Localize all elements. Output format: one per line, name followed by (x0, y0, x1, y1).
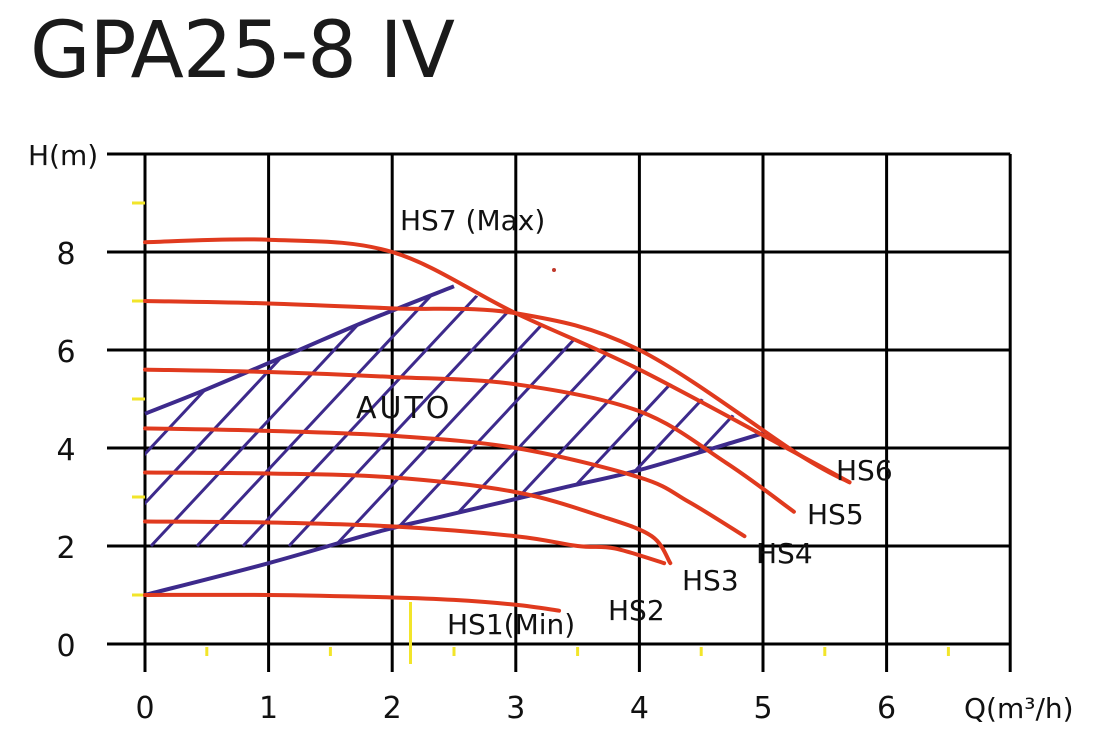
x-axis-title: Q(m³/h) (964, 692, 1074, 725)
x-tick-label: 4 (630, 691, 649, 726)
speed-curves (143, 237, 852, 613)
chart-title: GPA25-8 IV (30, 6, 455, 96)
curve-hs4 (143, 426, 747, 539)
y-tick-label: 4 (56, 433, 75, 468)
y-tick-label: 2 (56, 531, 75, 566)
label-hs6: HS6 (836, 454, 893, 487)
label-hs2: HS2 (608, 594, 665, 627)
x-tick-label: 2 (383, 691, 402, 726)
label-hs1: HS1(Min) (447, 608, 575, 641)
axis-tick-labels: 0 1 2 3 4 5 6 0 2 4 6 8 (56, 237, 896, 726)
curve-hs3 (143, 470, 673, 566)
curve-hs2 (143, 519, 667, 566)
minor-ticks (132, 201, 950, 656)
label-hs4: HS4 (756, 537, 813, 570)
y-axis-title: H(m) (28, 139, 98, 172)
curve-hs1-min- (143, 592, 562, 613)
x-tick-label: 5 (753, 691, 772, 726)
curve-hs5 (143, 367, 796, 514)
x-tick-label: 1 (259, 691, 278, 726)
y-tick-label: 8 (56, 237, 75, 272)
auto-lower-boundary (144, 431, 764, 597)
stray-dot (552, 268, 556, 272)
label-hs3: HS3 (682, 564, 739, 597)
x-tick-label: 6 (877, 691, 896, 726)
y-tick-label: 6 (56, 335, 75, 370)
yellow-marker (409, 602, 412, 664)
grid-lines (107, 152, 1012, 672)
x-tick-label: 0 (135, 691, 154, 726)
x-tick-label: 3 (506, 691, 525, 726)
y-tick-label: 0 (56, 629, 75, 664)
label-hs5: HS5 (807, 498, 864, 531)
curve-hs6 (143, 299, 852, 485)
label-auto: AUTO (356, 391, 452, 426)
label-hs7: HS7 (Max) (400, 204, 545, 237)
